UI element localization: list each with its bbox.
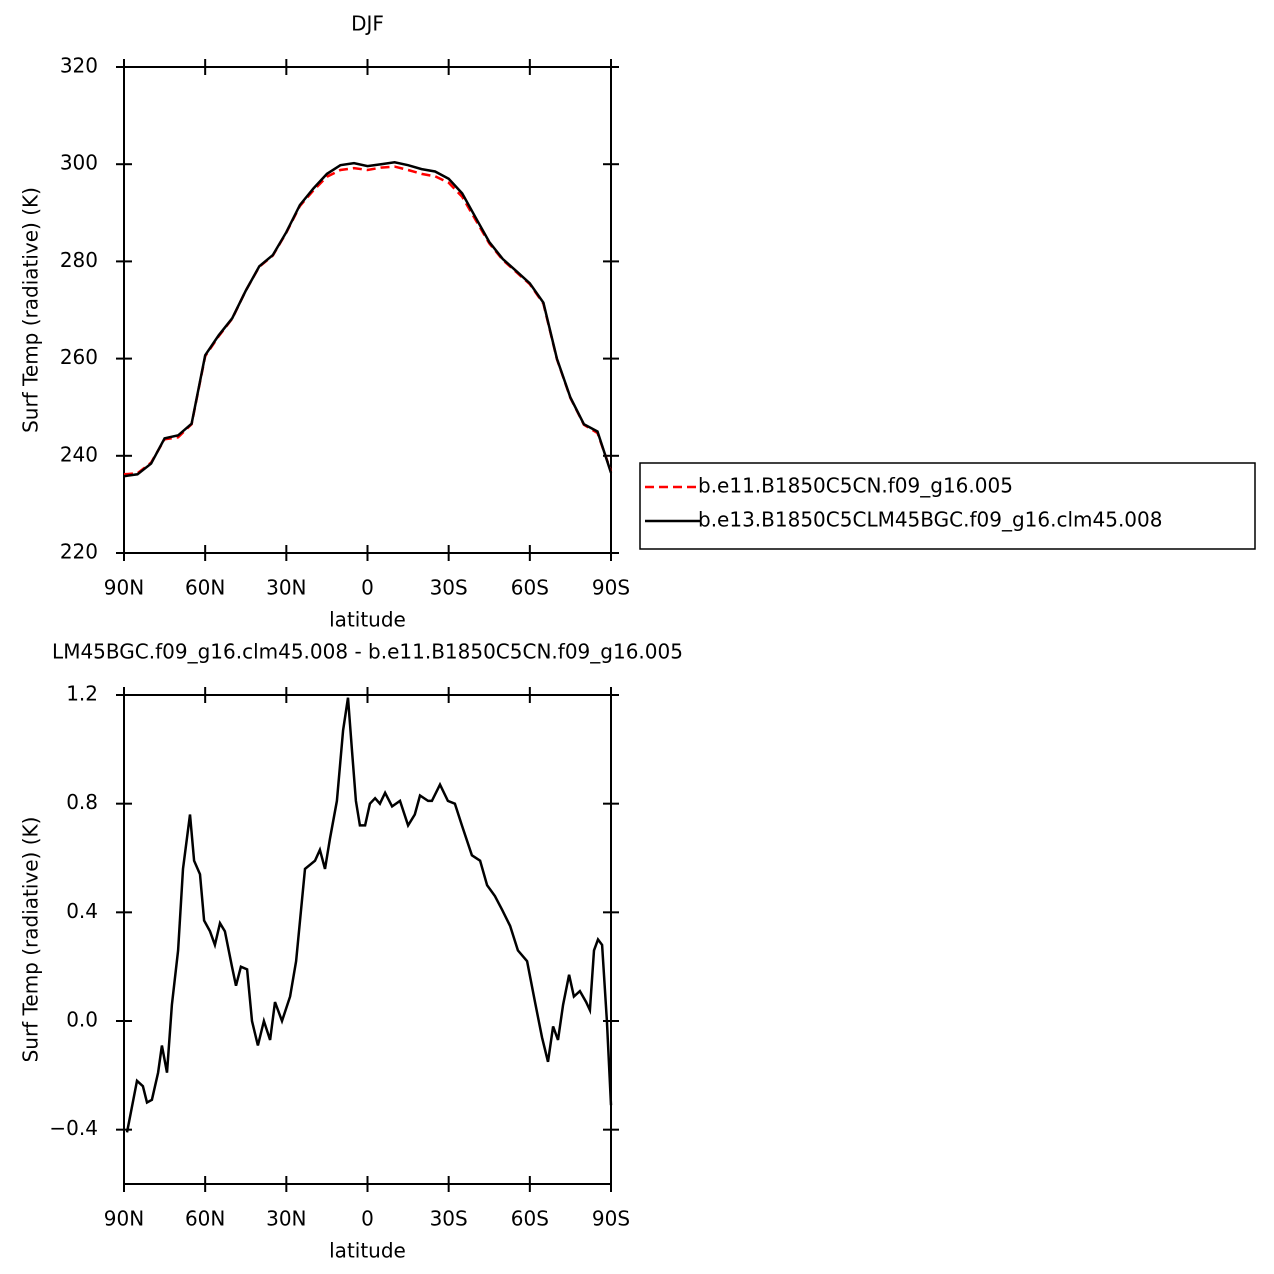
x-tick-label: 60S [511,1207,549,1231]
y-tick-label: 0.0 [66,1008,98,1032]
chart-title: LM45BGC.f09_g16.clm45.008 - b.e11.B1850C… [52,640,683,664]
y-tick-label: −0.4 [49,1116,98,1140]
x-tick-label: 90S [592,1207,630,1231]
y-tick-label: 280 [60,248,98,272]
x-tick-label: 90N [104,576,144,600]
y-tick-label: 0.8 [66,790,98,814]
x-tick-label: 30N [266,576,306,600]
series-line [123,165,613,476]
plot-frame [123,66,612,554]
x-tick-label: 30N [266,1207,306,1231]
x-axis-label: latitude [329,608,406,632]
y-tick-label: 1.2 [66,682,98,706]
x-tick-label: 90S [592,576,630,600]
series-line [125,697,613,1133]
y-tick-label: 0.4 [66,899,98,923]
x-tick-label: 30S [430,1207,468,1231]
x-tick-label: 30S [430,576,468,600]
x-tick-label: 0 [361,1207,374,1231]
x-tick-label: 0 [361,576,374,600]
x-tick-label: 90N [104,1207,144,1231]
x-axis-label: latitude [329,1239,406,1263]
chart-title: DJF [351,12,384,36]
y-tick-label: 240 [60,442,98,466]
y-axis-label: Surf Temp (radiative) (K) [19,187,43,433]
y-tick-label: 260 [60,345,98,369]
x-tick-label: 60N [185,1207,225,1231]
y-tick-label: 220 [60,540,98,564]
panel: DJF 220 240 260 280 300 320 90N 60N 30N 0 30S 60S 90S… [19,12,1256,632]
x-tick-label: 60N [185,576,225,600]
legend: b.e11.B1850C5CN.f09_g16.005 b.e13.B1850C5… [639,462,1256,550]
y-tick-label: 320 [60,54,98,78]
y-tick-label: 300 [60,151,98,175]
y-axis-label: Surf Temp (radiative) (K) [19,817,43,1063]
legend-label: b.e11.B1850C5CN.f09_g16.005 [698,474,1013,498]
legend-box [639,462,1256,550]
series-line [123,161,613,478]
x-tick-label: 60S [511,576,549,600]
plot-frame [123,694,612,1185]
panel: LM45BGC.f09_g16.clm45.008 - b.e11.B1850C… [19,640,683,1263]
legend-label: b.e13.B1850C5CLM45BGC.f09_g16.clm45.008 [698,508,1162,532]
